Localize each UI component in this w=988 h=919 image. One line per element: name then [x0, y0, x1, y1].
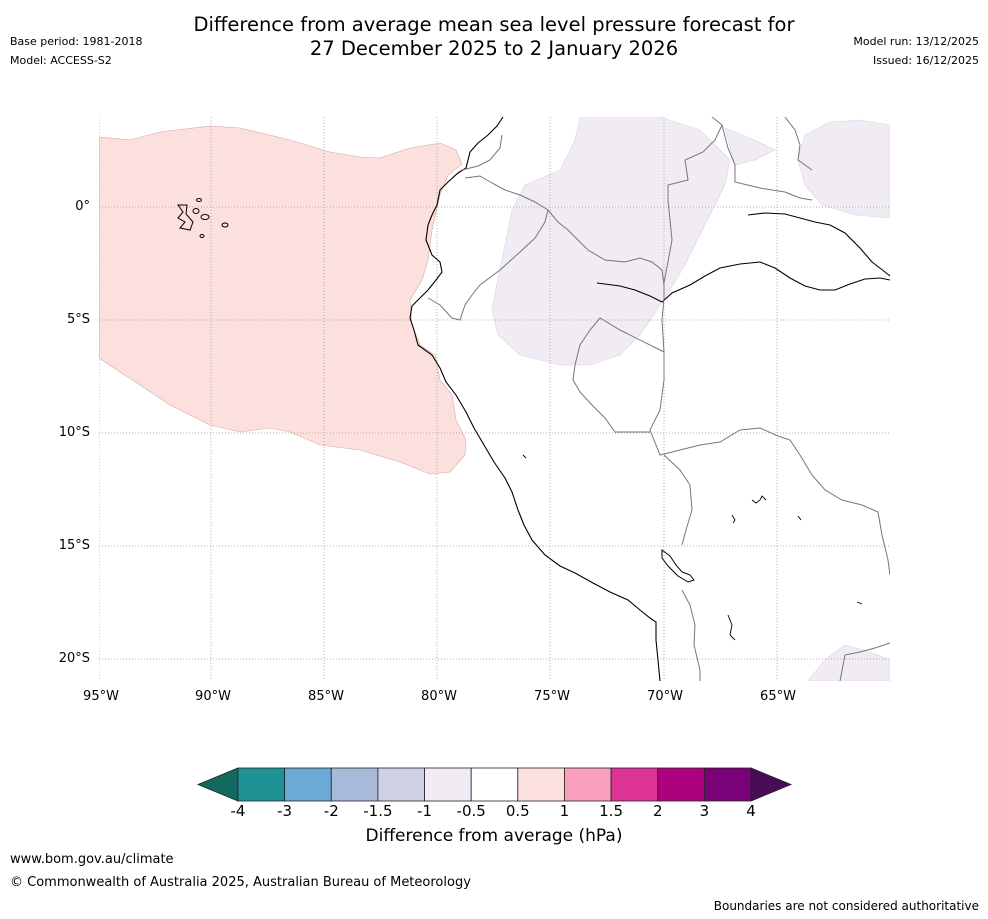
colorbar-label: Difference from average (hPa)	[365, 826, 623, 846]
colorbar-box	[330, 767, 379, 802]
lat-label-5s: 5°S	[66, 312, 90, 327]
small-lakes	[522, 454, 863, 641]
graticule	[99, 117, 890, 681]
colorbar-tick-label: 1.5	[599, 802, 623, 820]
amazon-river	[596, 261, 890, 303]
model-run: Model run: 13/12/2025	[853, 35, 979, 48]
colorbar-tick-label: 1	[559, 802, 570, 820]
issued-date: Issued: 16/12/2025	[872, 54, 979, 67]
base-period: Base period: 1981-2018	[10, 35, 143, 48]
colorbar-tick-label: -1	[417, 802, 433, 820]
model-name: Model: ACCESS-S2	[10, 54, 112, 67]
lon-label-85w: 85°W	[308, 689, 344, 704]
colorbar-box	[377, 767, 425, 802]
colorbar-tick-label: 4	[746, 802, 756, 820]
lon-label-95w: 95°W	[83, 689, 119, 704]
meta-left: Base period: 1981-2018 Model: ACCESS-S2	[10, 32, 142, 70]
coastline	[409, 117, 661, 681]
anomaly-region-negative-3	[724, 127, 776, 166]
footer-url[interactable]: www.bom.gov.au/climate	[10, 852, 174, 867]
footer-note: Boundaries are not considered authoritat…	[713, 899, 979, 913]
anomaly-region-negative-2	[797, 119, 890, 219]
country-borders	[427, 117, 890, 681]
anomaly-region-negative-4	[807, 644, 890, 681]
colorbar-box	[657, 767, 705, 802]
colorbar-box	[470, 767, 519, 802]
lon-label-80w: 80°W	[421, 689, 457, 704]
colorbar-box	[703, 767, 752, 802]
lat-label-10s: 10°S	[58, 425, 90, 440]
colorbar-box	[424, 767, 472, 802]
colorbar-tick-label: -4	[230, 802, 246, 820]
galapagos-islands	[177, 198, 229, 238]
chart-title: Difference from average mean sea level p…	[0, 13, 988, 61]
colorbar-tick-label: -2	[323, 802, 339, 820]
colorbar-box	[610, 767, 659, 802]
colorbar-tick-label: 0.5	[505, 802, 530, 820]
colorbar-extend-max	[750, 767, 793, 802]
lat-label-0: 0°	[75, 199, 90, 214]
title-line-1: Difference from average mean sea level p…	[193, 13, 795, 36]
footer-copyright: © Commonwealth of Australia 2025, Austra…	[10, 875, 471, 890]
colorbar-tick-label: -3	[277, 802, 293, 820]
lon-label-65w: 65°W	[760, 689, 796, 704]
colorbar-box	[517, 767, 565, 802]
amazon-estuary	[747, 212, 890, 277]
colorbar-tick-label: 2	[652, 802, 663, 820]
colorbar-tick-label: 3	[699, 802, 710, 820]
lon-label-75w: 75°W	[534, 689, 570, 704]
lon-label-90w: 90°W	[195, 689, 231, 704]
title-line-2: 27 December 2025 to 2 January 2026	[309, 37, 679, 60]
colorbar-box	[284, 767, 332, 802]
colorbar-box	[237, 767, 286, 802]
colorbar-box	[564, 767, 612, 802]
colorbar-tick-label: -0.5	[456, 802, 486, 820]
colorbar-extend-min	[196, 767, 239, 802]
lon-label-70w: 70°W	[647, 689, 683, 704]
colorbar-tick-label: -1.5	[363, 802, 393, 820]
lake-titicaca	[661, 549, 695, 583]
lat-label-20s: 20°S	[58, 651, 90, 666]
lat-label-15s: 15°S	[58, 538, 90, 553]
meta-right: Model run: 13/12/2025 Issued: 16/12/2025	[853, 32, 979, 70]
